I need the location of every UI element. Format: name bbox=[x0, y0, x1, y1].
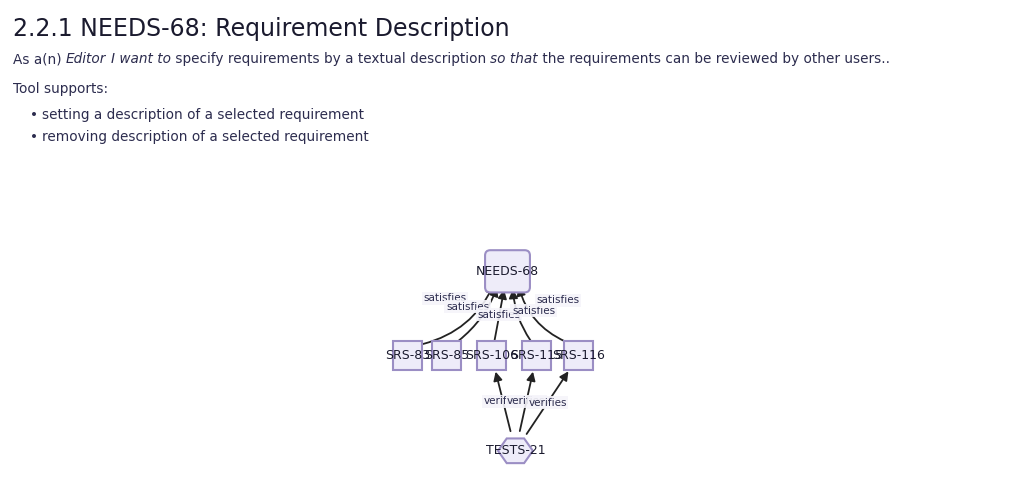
Text: SRS-83: SRS-83 bbox=[385, 349, 429, 362]
Text: verifies: verifies bbox=[484, 396, 523, 406]
FancyArrowPatch shape bbox=[459, 289, 497, 341]
Text: verifies: verifies bbox=[508, 396, 546, 406]
FancyArrowPatch shape bbox=[423, 286, 493, 344]
Text: Tool supports:: Tool supports: bbox=[13, 82, 109, 96]
FancyBboxPatch shape bbox=[393, 341, 421, 371]
Text: •: • bbox=[30, 108, 38, 122]
Text: satisfies: satisfies bbox=[536, 295, 580, 305]
Text: SRS-85: SRS-85 bbox=[424, 349, 469, 362]
Text: the requirements can be reviewed by other users..: the requirements can be reviewed by othe… bbox=[538, 52, 890, 66]
Text: NEEDS-68: NEEDS-68 bbox=[476, 265, 539, 278]
FancyArrowPatch shape bbox=[494, 292, 505, 340]
Text: Editor: Editor bbox=[66, 52, 107, 66]
Text: setting a description of a selected requirement: setting a description of a selected requ… bbox=[42, 108, 364, 122]
FancyArrowPatch shape bbox=[520, 374, 535, 431]
Text: satisfies: satisfies bbox=[446, 302, 489, 312]
FancyArrowPatch shape bbox=[527, 373, 567, 434]
Text: As a(n): As a(n) bbox=[13, 52, 66, 66]
Text: verifies: verifies bbox=[528, 397, 566, 408]
Text: satisfies: satisfies bbox=[478, 310, 521, 320]
Text: •: • bbox=[30, 130, 38, 144]
Text: 2.2.1 NEEDS-68: Requirement Description: 2.2.1 NEEDS-68: Requirement Description bbox=[13, 17, 510, 41]
Text: specify requirements by a textual description: specify requirements by a textual descri… bbox=[171, 52, 490, 66]
Text: SRS-116: SRS-116 bbox=[552, 349, 605, 362]
FancyArrowPatch shape bbox=[510, 291, 531, 340]
Text: satisfies: satisfies bbox=[512, 306, 555, 316]
Text: SRS-106: SRS-106 bbox=[465, 349, 519, 362]
Text: so that: so that bbox=[490, 52, 538, 66]
Text: I want to: I want to bbox=[111, 52, 171, 66]
Text: satisfies: satisfies bbox=[423, 293, 467, 303]
Text: removing description of a selected requirement: removing description of a selected requi… bbox=[42, 130, 368, 144]
FancyArrowPatch shape bbox=[494, 374, 511, 431]
FancyArrowPatch shape bbox=[518, 288, 565, 342]
FancyBboxPatch shape bbox=[522, 341, 551, 371]
Polygon shape bbox=[498, 438, 533, 463]
Text: SRS-115: SRS-115 bbox=[510, 349, 563, 362]
FancyBboxPatch shape bbox=[477, 341, 506, 371]
Text: TESTS-21: TESTS-21 bbox=[485, 444, 545, 457]
FancyBboxPatch shape bbox=[485, 250, 530, 292]
FancyBboxPatch shape bbox=[564, 341, 594, 371]
FancyBboxPatch shape bbox=[432, 341, 461, 371]
